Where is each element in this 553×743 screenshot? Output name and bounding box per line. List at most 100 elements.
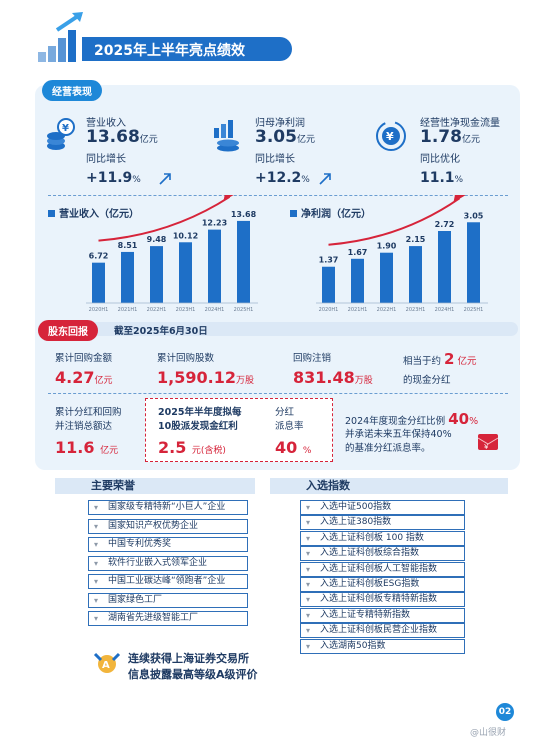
x-tick-label: 2024H1	[435, 307, 455, 313]
index-item: ▾ 入选上证科创板民营企业指数	[300, 623, 465, 639]
bar	[380, 252, 393, 303]
trophy-icon: ▾	[306, 549, 311, 559]
page-title: 2025年上半年亮点绩效	[94, 43, 245, 59]
divider	[48, 393, 508, 394]
interim-dividend-box	[145, 398, 333, 462]
index-item: ▾ 入选上证专精特新指数	[300, 607, 465, 623]
trophy-icon: ▾	[94, 577, 99, 586]
index-item: ▾ 入选上证科创板ESG指数	[300, 577, 465, 592]
honor-item-label: 软件行业嵌入式领军企业	[108, 557, 208, 568]
svg-text:¥: ¥	[62, 123, 69, 134]
bar-value-label: 1.67	[348, 248, 368, 257]
buyback-shares-value: 1,590.12万股	[157, 368, 254, 387]
payout-value: 40 %	[275, 438, 312, 457]
kpi-revenue-value: 13.68亿元	[86, 127, 158, 147]
bar	[121, 251, 134, 303]
trophy-icon: ▾	[94, 595, 99, 605]
index-item-label: 入选上证科创板专精特新指数	[320, 594, 438, 605]
trend-line	[328, 197, 461, 246]
x-tick-label: 2023H1	[176, 307, 196, 313]
x-tick-label: 2024H1	[205, 307, 225, 313]
returns-date: 截至2025年6月30日	[114, 326, 208, 337]
x-tick-label: 2021H1	[118, 307, 138, 313]
bar	[179, 242, 192, 303]
title-bar	[82, 37, 292, 61]
bar	[150, 246, 163, 303]
kpi-cashflow-value: 1.78亿元	[420, 127, 480, 147]
bar-value-label: 6.72	[89, 252, 109, 261]
x-tick-label: 2020H1	[319, 307, 339, 313]
index-item-label: 入选上证专精特新指数	[320, 609, 411, 620]
bar-value-label: 2.15	[406, 235, 426, 244]
trend-arrow-icon	[159, 173, 171, 185]
honors-footer-1: 连续获得上海证券交易所	[128, 652, 249, 665]
index-item: ▾ 入选上证科创板人工智能指数	[300, 561, 465, 577]
kpi-profit-growth-label: 同比增长	[255, 154, 295, 165]
section-returns-label: 股东回报	[38, 320, 98, 341]
x-tick-label: 2025H1	[464, 307, 484, 313]
interim-dividend-value: 2.5 元(含税)	[158, 438, 226, 457]
kpi-revenue-growth: +11.9%	[86, 170, 141, 186]
payout-label-2: 派息率	[275, 421, 304, 432]
index-item-label: 入选上证380指数	[320, 517, 392, 528]
trophy-icon: ▾	[94, 540, 99, 549]
trophy-icon: ▾	[306, 503, 311, 512]
honor-item-label: 国家级专精特新“小巨人”企业	[108, 502, 226, 512]
honor-item-label: 国家绿色工厂	[108, 594, 163, 605]
trophy-icon: ▾	[306, 641, 311, 651]
revenue-bar-chart: 6.72 2020H1 8.51 2021H1 9.48 2022H1 10.12 2023H…	[86, 195, 258, 313]
x-tick-label: 2022H1	[147, 307, 167, 313]
bar	[409, 246, 422, 303]
honor-item-label: 湖南省先进级智能工厂	[108, 613, 199, 623]
profit-bar-chart: 1.37 2020H1 1.67 2021H1 1.90 2022H1 2.15 2023H1…	[316, 195, 488, 313]
kpi-cashflow-growth-label: 同比优化	[420, 154, 460, 165]
commit-line-1: 2024年度现金分红比例 40%	[345, 410, 479, 428]
bar-value-label: 8.51	[118, 241, 138, 250]
total-return-label-1: 累计分红和回购	[55, 407, 122, 418]
kpi-cashflow-label: 经营性净现金流量	[420, 118, 500, 129]
kpi-revenue-growth-label: 同比增长	[86, 154, 126, 165]
interim-label-1: 2025年半年度拟每	[158, 407, 242, 418]
bar	[438, 231, 451, 303]
honor-item: ▾ 国家绿色工厂	[88, 592, 248, 608]
honor-item: ▾ 湖南省先进级智能工厂	[88, 611, 248, 626]
bar-value-label: 3.05	[464, 211, 484, 220]
equiv-dividend-suffix: 的现金分红	[403, 375, 451, 386]
cancel-value: 831.48万股	[293, 368, 373, 387]
buyback-amount-value: 4.27亿元	[55, 368, 113, 387]
buyback-amount-label: 累计回购金额	[55, 353, 113, 364]
bar-value-label: 1.37	[319, 256, 339, 265]
honor-item: ▾ 中国专利优秀奖	[88, 537, 248, 552]
bar-value-label: 2.72	[435, 220, 455, 229]
index-item-label: 入选上证科创板 100 指数	[320, 532, 424, 543]
index-item: ▾ 入选上证380指数	[300, 515, 465, 531]
honors-title: 主要荣誉	[55, 478, 255, 494]
bar-value-label: 9.48	[147, 235, 167, 244]
kpi-profit-value: 3.05亿元	[255, 127, 315, 147]
bar-value-label: 12.23	[202, 219, 227, 228]
index-item-label: 入选上证科创板人工智能指数	[320, 563, 438, 574]
honor-item: ▾ 软件行业嵌入式领军企业	[88, 555, 248, 571]
x-tick-label: 2023H1	[406, 307, 426, 313]
trophy-icon: ▾	[306, 626, 311, 636]
revenue-chart-title: 营业收入（亿元）	[48, 205, 139, 220]
bar-value-label: 13.68	[231, 210, 257, 219]
honor-item-label: 中国工业碳达峰“领跑者”企业	[108, 576, 226, 586]
x-tick-label: 2021H1	[348, 307, 368, 313]
bar-value-label: 1.90	[377, 242, 397, 251]
trophy-icon: ▾	[94, 558, 99, 568]
bar	[467, 222, 480, 303]
trophy-icon: ▾	[306, 518, 311, 528]
payout-label-1: 分红	[275, 407, 295, 418]
kpi-revenue-label: 营业收入	[86, 118, 126, 129]
yen-cycle-icon: ¥	[376, 121, 406, 151]
equiv-dividend: 相当于约 2 亿元	[403, 350, 477, 368]
buyback-shares-label: 累计回购股数	[157, 353, 215, 364]
returns-header: 股东回报 截至2025年6月30日	[38, 320, 518, 341]
index-item-label: 入选上证科创板综合指数	[320, 548, 420, 559]
kpi-profit-label: 归母净利润	[255, 118, 305, 129]
index-item-label: 入选上证科创板民营企业指数	[320, 625, 438, 636]
honor-item-label: 中国专利优秀奖	[108, 539, 172, 549]
trophy-icon: ▾	[94, 521, 99, 531]
